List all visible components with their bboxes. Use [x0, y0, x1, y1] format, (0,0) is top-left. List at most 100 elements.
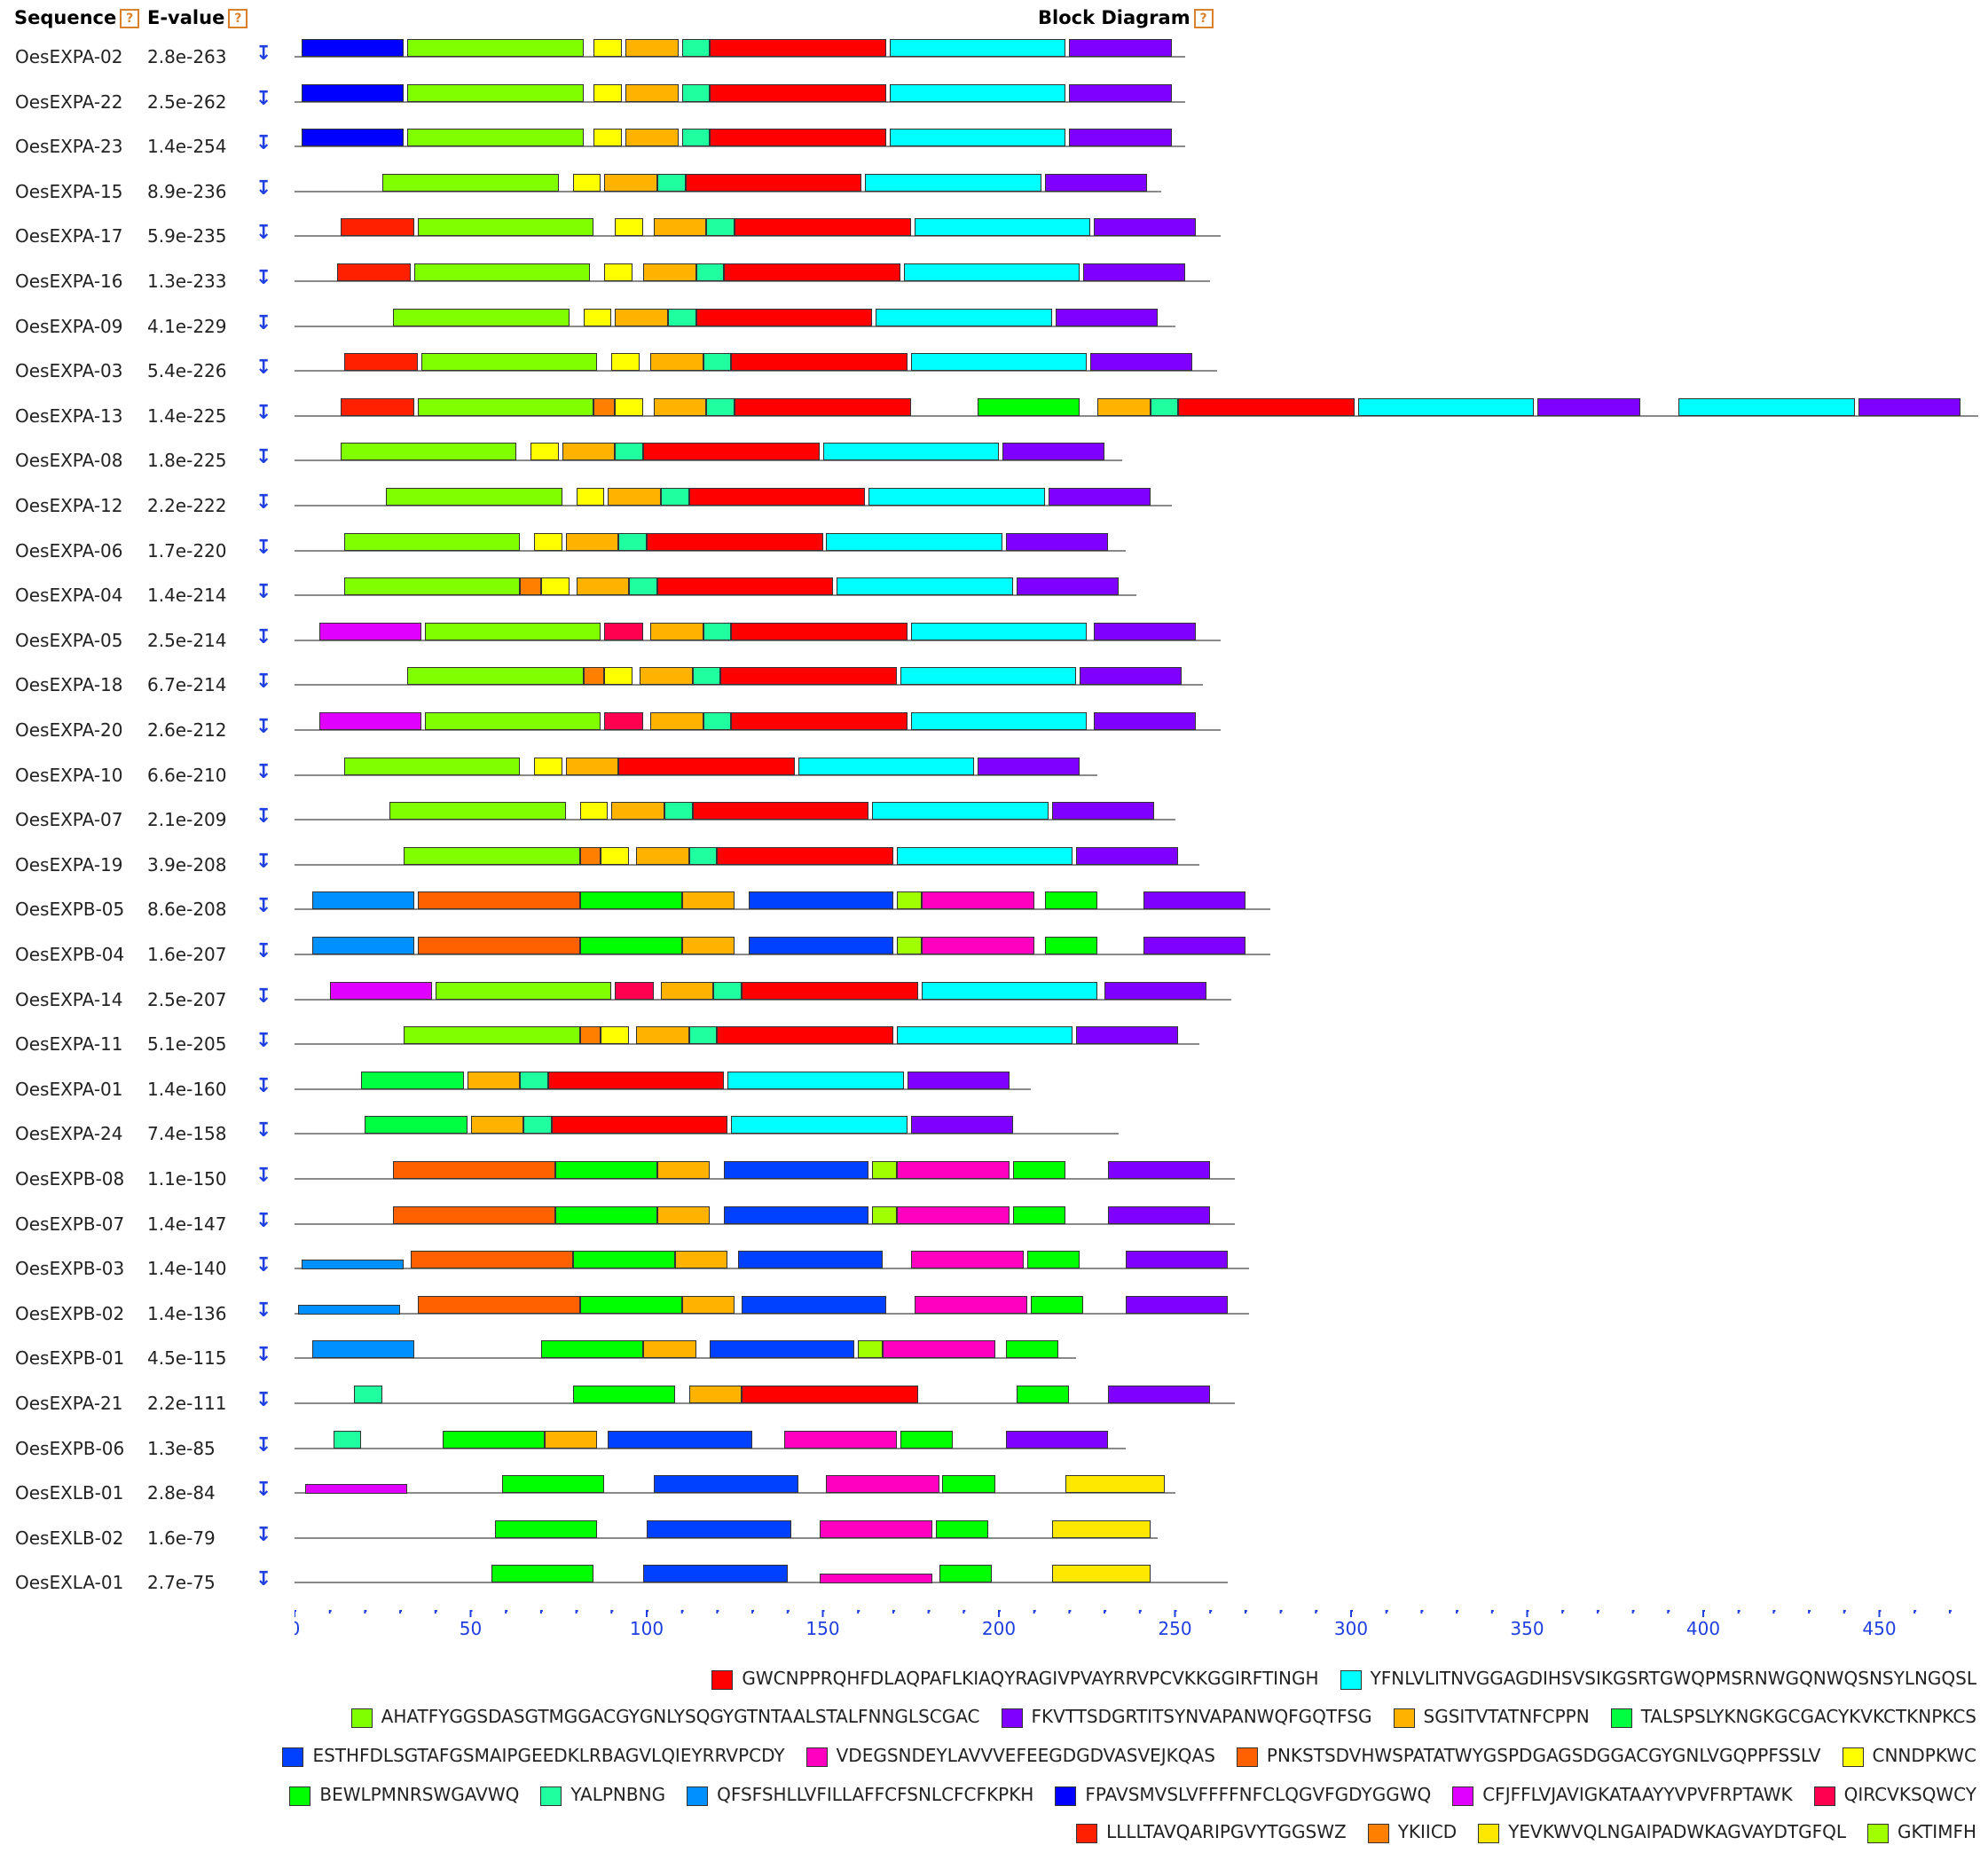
motif-block-m2[interactable]: [865, 173, 1041, 192]
motif-block-m5[interactable]: [565, 532, 619, 551]
motif-block-m11[interactable]: [491, 1565, 594, 1583]
block-diagram-help-icon[interactable]: ?: [1193, 9, 1214, 28]
strand-arrow-icon[interactable]: ↧: [255, 43, 272, 65]
motif-block-m12[interactable]: [692, 667, 721, 686]
motif-block-m5[interactable]: [660, 981, 714, 1000]
sequence-name[interactable]: OesEXPA-02: [15, 46, 123, 67]
motif-block-m4[interactable]: [1090, 353, 1193, 372]
motif-block-m11[interactable]: [554, 1161, 657, 1179]
strand-arrow-icon[interactable]: ↧: [255, 1389, 272, 1411]
motif-block-m4[interactable]: [1143, 891, 1245, 910]
sequence-name[interactable]: OesEXPA-17: [15, 225, 123, 247]
motif-block-m11[interactable]: [495, 1519, 598, 1538]
strand-arrow-icon[interactable]: ↧: [255, 805, 272, 828]
strand-arrow-icon[interactable]: ↧: [255, 716, 272, 738]
motif-block-m5[interactable]: [649, 353, 703, 372]
motif-block-m11[interactable]: [939, 1565, 993, 1583]
motif-block-m1[interactable]: [656, 577, 834, 596]
strand-arrow-icon[interactable]: ↧: [255, 671, 272, 694]
motif-block-m12[interactable]: [681, 83, 711, 102]
motif-block-m18[interactable]: [583, 667, 605, 686]
motif-block-m1[interactable]: [720, 667, 897, 686]
motif-block-m13[interactable]: [297, 1304, 401, 1315]
motif-block-m4[interactable]: [1076, 1026, 1179, 1045]
motif-block-m19[interactable]: [1051, 1565, 1151, 1583]
motif-block-m7[interactable]: [742, 1295, 886, 1314]
strand-arrow-icon[interactable]: ↧: [255, 1209, 272, 1232]
motif-block-m13[interactable]: [301, 1260, 405, 1270]
motif-block-m2[interactable]: [910, 622, 1088, 640]
motif-block-m2[interactable]: [889, 39, 1066, 57]
legend-item-m12[interactable]: YALPNBNG: [540, 1784, 665, 1806]
motif-block-m10[interactable]: [593, 83, 623, 102]
legend-item-m13[interactable]: QFSFSHLLVFILLAFFCFSNLCFCFKPKH: [687, 1784, 1033, 1806]
motif-block-m20[interactable]: [872, 1161, 897, 1179]
motif-block-m10[interactable]: [593, 39, 623, 57]
strand-arrow-icon[interactable]: ↧: [255, 267, 272, 289]
motif-block-m10[interactable]: [540, 577, 570, 596]
motif-block-m11[interactable]: [1005, 1340, 1059, 1359]
motif-block-m4[interactable]: [1108, 1161, 1211, 1179]
motif-block-m5[interactable]: [562, 443, 616, 461]
motif-block-m20[interactable]: [872, 1205, 897, 1224]
motif-block-m8[interactable]: [783, 1430, 897, 1449]
motif-block-m2[interactable]: [910, 353, 1088, 372]
sequence-name[interactable]: OesEXPA-15: [15, 180, 123, 202]
legend-item-m17[interactable]: LLLLTAVQARIPGVYTGGSWZ: [1076, 1821, 1347, 1843]
motif-block-m5[interactable]: [649, 622, 703, 640]
legend-item-m8[interactable]: VDEGSNDEYLAVVVEFEEGDGDVASVEJKQAS: [805, 1745, 1215, 1767]
motif-block-m4[interactable]: [1104, 981, 1207, 1000]
motif-block-m2[interactable]: [731, 1116, 908, 1135]
motif-block-m5[interactable]: [611, 802, 664, 821]
motif-block-m3[interactable]: [417, 397, 594, 416]
motif-block-m4[interactable]: [1051, 802, 1154, 821]
motif-block-m1[interactable]: [710, 83, 886, 102]
legend-item-m2[interactable]: YFNLVLITNVGGAGDIHSVSIKGSRTGWQPMSRNWGQNWQ…: [1340, 1668, 1976, 1690]
motif-block-m9[interactable]: [417, 891, 580, 910]
strand-arrow-icon[interactable]: ↧: [255, 850, 272, 873]
motif-block-m2[interactable]: [910, 712, 1088, 730]
strand-arrow-icon[interactable]: ↧: [255, 895, 272, 918]
motif-block-m14[interactable]: [301, 83, 405, 102]
strand-arrow-icon[interactable]: ↧: [255, 311, 272, 334]
motif-block-m20[interactable]: [896, 891, 922, 910]
motif-block-m1[interactable]: [695, 308, 873, 326]
strand-arrow-icon[interactable]: ↧: [255, 1119, 272, 1143]
motif-block-m1[interactable]: [685, 173, 862, 192]
motif-block-m13[interactable]: [311, 891, 414, 910]
motif-block-m4[interactable]: [1002, 443, 1105, 461]
motif-block-m4[interactable]: [1094, 622, 1197, 640]
motif-block-m17[interactable]: [343, 353, 418, 372]
motif-block-m3[interactable]: [343, 577, 521, 596]
motif-block-m12[interactable]: [706, 397, 735, 416]
strand-arrow-icon[interactable]: ↧: [255, 1479, 272, 1502]
motif-block-m5[interactable]: [636, 846, 689, 865]
motif-block-m1[interactable]: [731, 712, 908, 730]
motif-block-m12[interactable]: [629, 577, 657, 596]
motif-block-m2[interactable]: [1357, 397, 1535, 416]
motif-block-m9[interactable]: [417, 937, 580, 954]
motif-block-m2[interactable]: [837, 577, 1013, 596]
motif-block-m2[interactable]: [921, 981, 1098, 1000]
motif-block-m12[interactable]: [681, 39, 711, 57]
motif-block-m7[interactable]: [749, 937, 893, 954]
sequence-name[interactable]: OesEXLB-02: [15, 1527, 124, 1549]
motif-block-m12[interactable]: [667, 308, 696, 326]
strand-arrow-icon[interactable]: ↧: [255, 985, 272, 1008]
strand-arrow-icon[interactable]: ↧: [255, 357, 272, 380]
motif-block-m5[interactable]: [643, 1340, 696, 1359]
motif-block-m4[interactable]: [907, 1071, 1010, 1089]
motif-block-m15[interactable]: [318, 622, 421, 640]
motif-block-m7[interactable]: [653, 1475, 798, 1494]
motif-block-m8[interactable]: [910, 1251, 1024, 1269]
motif-block-m5[interactable]: [640, 667, 693, 686]
motif-block-m4[interactable]: [1048, 488, 1151, 506]
motif-block-m7[interactable]: [643, 1565, 788, 1583]
motif-block-m7[interactable]: [738, 1251, 883, 1269]
legend-item-m5[interactable]: SGSITVTATNFCPPN: [1393, 1706, 1590, 1728]
motif-block-m4[interactable]: [1069, 39, 1172, 57]
motif-block-m12[interactable]: [615, 443, 644, 461]
sequence-name[interactable]: OesEXPA-03: [15, 360, 123, 382]
motif-block-m18[interactable]: [579, 1026, 601, 1045]
sequence-name[interactable]: OesEXPA-11: [15, 1033, 123, 1056]
